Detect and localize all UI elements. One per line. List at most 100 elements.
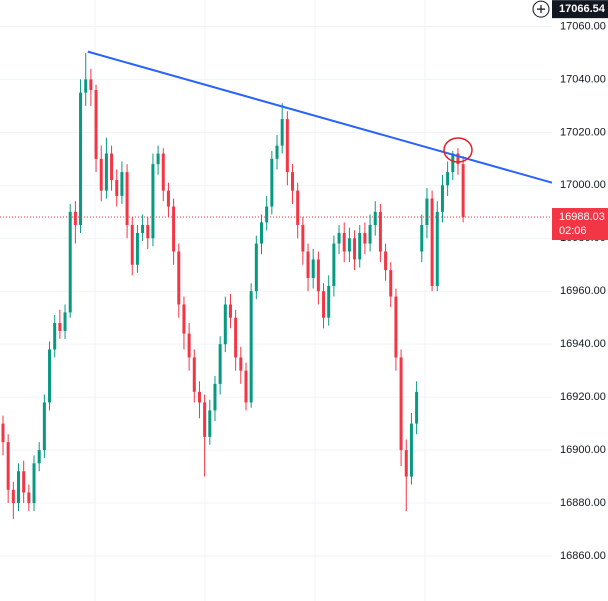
candle-body xyxy=(68,211,72,313)
candle-body xyxy=(368,225,372,244)
candle-body xyxy=(17,471,21,504)
candle-body xyxy=(120,172,124,196)
candle-body xyxy=(104,153,108,191)
candle-body xyxy=(353,238,357,260)
candle-body xyxy=(110,153,114,181)
axis-labels: 16860.00 16880.00 16900.00 16920.00 16940.00… xyxy=(532,0,608,562)
candle-body xyxy=(73,211,77,226)
candle-body xyxy=(1,423,5,443)
candle-body xyxy=(22,471,26,493)
y-tick-label: 17060.00 xyxy=(560,20,606,32)
candle-body xyxy=(203,402,207,437)
candle-body xyxy=(440,185,444,212)
candle-body xyxy=(172,206,176,252)
candle-body xyxy=(234,317,238,358)
candle-body xyxy=(384,251,388,271)
candle-body xyxy=(99,158,103,191)
y-tick-label: 17000.00 xyxy=(560,179,606,191)
candle-body xyxy=(404,450,408,477)
candle-body xyxy=(430,198,434,286)
crosshair-price-label: 17066.54 xyxy=(559,3,606,15)
grid xyxy=(0,25,552,557)
candle-body xyxy=(285,119,289,173)
candle-body xyxy=(347,238,351,252)
candle-body xyxy=(187,333,191,358)
candle-body xyxy=(409,423,413,477)
candle-body xyxy=(394,296,398,358)
candle-body xyxy=(166,190,170,207)
candle-body xyxy=(435,211,439,286)
candle-body xyxy=(177,251,181,305)
y-tick-label: 16900.00 xyxy=(560,444,606,456)
candle-body xyxy=(239,357,243,371)
countdown-label: 02:06 xyxy=(559,225,587,237)
candle-body xyxy=(192,357,196,392)
candle-body xyxy=(135,232,139,265)
candle-body xyxy=(223,304,227,345)
candle-body xyxy=(316,259,320,292)
candle-body xyxy=(306,251,310,278)
candle-body xyxy=(151,164,155,239)
candle-body xyxy=(342,232,346,252)
candle-body xyxy=(141,225,145,233)
candle-body xyxy=(208,410,212,437)
candle-body xyxy=(301,225,305,252)
candle-body xyxy=(161,153,165,191)
candle-body xyxy=(213,383,217,411)
candle-body xyxy=(327,285,331,318)
y-tick-label: 16920.00 xyxy=(560,391,606,403)
candle-body xyxy=(94,90,98,159)
candle-body xyxy=(415,391,419,424)
candle-body xyxy=(260,222,263,244)
candle-body xyxy=(425,198,429,226)
candle-body xyxy=(79,92,83,226)
candle-body xyxy=(197,391,201,403)
candle-body xyxy=(451,153,455,173)
candle-body xyxy=(130,225,134,265)
candle-body xyxy=(461,164,465,218)
add-icon xyxy=(537,5,545,14)
highlight-circle xyxy=(443,137,473,163)
candle-body xyxy=(322,291,326,318)
candle-body xyxy=(32,463,36,504)
y-tick-label: 17020.00 xyxy=(560,126,606,138)
price-axis xyxy=(552,0,608,601)
y-tick-label: 16860.00 xyxy=(560,550,606,562)
candle-body xyxy=(146,225,150,239)
candle-body xyxy=(48,349,52,403)
last-price-box xyxy=(552,208,608,241)
candle-body xyxy=(249,291,253,403)
candle-body xyxy=(420,225,424,252)
last-price-label: 16988.03 xyxy=(559,211,605,223)
y-tick-label: 16880.00 xyxy=(560,497,606,509)
overlay xyxy=(0,50,553,218)
candle-body xyxy=(115,180,119,196)
candle-body xyxy=(58,323,62,331)
y-tick-label: 17040.00 xyxy=(560,73,606,85)
candle-body xyxy=(378,211,382,252)
candle-body xyxy=(63,312,67,331)
candle-body xyxy=(358,232,362,260)
candle-body xyxy=(296,190,300,226)
candle-body xyxy=(254,243,258,292)
candle-body xyxy=(27,492,31,504)
candle-body xyxy=(363,232,367,244)
candle-body xyxy=(182,304,186,334)
candle-body xyxy=(89,79,93,91)
candle-body xyxy=(265,206,269,223)
y-tick-label: 16940.00 xyxy=(560,338,606,350)
candle-body xyxy=(53,323,57,350)
candle-body xyxy=(84,79,88,93)
candle-body xyxy=(6,442,10,490)
trendline xyxy=(87,50,553,184)
crosshair-price-box xyxy=(552,0,608,19)
candle-body xyxy=(446,172,450,186)
candles xyxy=(1,52,465,519)
candle-body xyxy=(244,370,248,403)
candle-body xyxy=(389,270,393,297)
candle-body xyxy=(332,243,336,286)
candle-body xyxy=(291,172,295,191)
